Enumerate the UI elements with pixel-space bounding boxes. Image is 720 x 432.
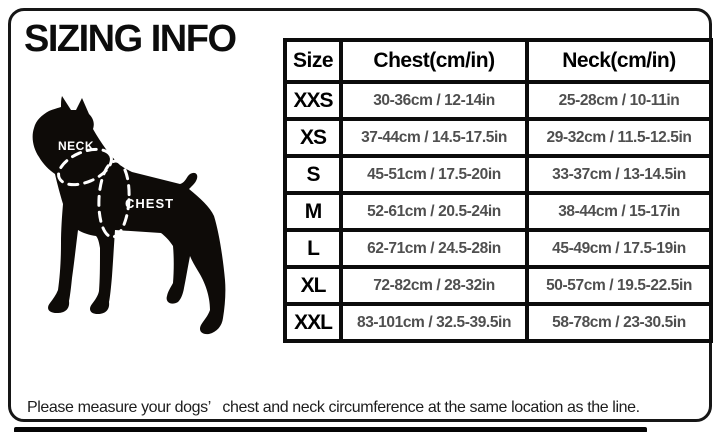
table-row: XXS 30-36cm / 12-14in 25-28cm / 10-11in bbox=[283, 80, 713, 121]
chest-cell: 52-61cm / 20.5-24in bbox=[339, 191, 529, 232]
header-chest: Chest(cm/in) bbox=[339, 38, 529, 84]
table-row: M 52-61cm / 20.5-24in 38-44cm / 15-17in bbox=[283, 191, 713, 232]
header-size: Size bbox=[283, 38, 343, 84]
size-cell: XS bbox=[283, 117, 343, 158]
chest-cell: 83-101cm / 32.5-39.5in bbox=[339, 302, 529, 343]
size-cell: S bbox=[283, 154, 343, 195]
header-neck: Neck(cm/in) bbox=[525, 38, 713, 84]
chest-cell: 72-82cm / 28-32in bbox=[339, 265, 529, 306]
table-header-row: Size Chest(cm/in) Neck(cm/in) bbox=[283, 38, 713, 84]
chest-cell: 62-71cm / 24.5-28in bbox=[339, 228, 529, 269]
table-row: S 45-51cm / 17.5-20in 33-37cm / 13-14.5i… bbox=[283, 154, 713, 195]
neck-cell: 25-28cm / 10-11in bbox=[525, 80, 713, 121]
chest-measure-line bbox=[97, 159, 131, 239]
neck-label: NECK bbox=[58, 139, 94, 153]
size-cell: L bbox=[283, 228, 343, 269]
page-title: SIZING INFO bbox=[24, 18, 237, 60]
measure-instruction: Please measure your dogs’ chest and neck… bbox=[27, 399, 640, 416]
chest-label: CHEST bbox=[125, 196, 174, 211]
chest-cell: 30-36cm / 12-14in bbox=[339, 80, 529, 121]
dog-silhouette bbox=[32, 96, 226, 335]
size-cell: XL bbox=[283, 265, 343, 306]
table-row: XXL 83-101cm / 32.5-39.5in 58-78cm / 23-… bbox=[283, 302, 713, 343]
neck-cell: 58-78cm / 23-30.5in bbox=[525, 302, 713, 343]
neck-cell: 33-37cm / 13-14.5in bbox=[525, 154, 713, 195]
size-cell: XXS bbox=[283, 80, 343, 121]
size-table: Size Chest(cm/in) Neck(cm/in) XXS 30-36c… bbox=[283, 38, 713, 343]
dog-measurement-diagram: NECK CHEST bbox=[32, 96, 226, 335]
neck-cell: 50-57cm / 19.5-22.5in bbox=[525, 265, 713, 306]
table-row: XL 72-82cm / 28-32in 50-57cm / 19.5-22.5… bbox=[283, 265, 713, 306]
size-cell: M bbox=[283, 191, 343, 232]
table-row: XS 37-44cm / 14.5-17.5in 29-32cm / 11.5-… bbox=[283, 117, 713, 158]
neck-cell: 38-44cm / 15-17in bbox=[525, 191, 713, 232]
neck-measure-line bbox=[57, 147, 113, 187]
bottom-divider-bar bbox=[14, 427, 647, 432]
neck-cell: 45-49cm / 17.5-19in bbox=[525, 228, 713, 269]
chest-cell: 45-51cm / 17.5-20in bbox=[339, 154, 529, 195]
chest-cell: 37-44cm / 14.5-17.5in bbox=[339, 117, 529, 158]
table-row: L 62-71cm / 24.5-28in 45-49cm / 17.5-19i… bbox=[283, 228, 713, 269]
size-cell: XXL bbox=[283, 302, 343, 343]
neck-cell: 29-32cm / 11.5-12.5in bbox=[525, 117, 713, 158]
